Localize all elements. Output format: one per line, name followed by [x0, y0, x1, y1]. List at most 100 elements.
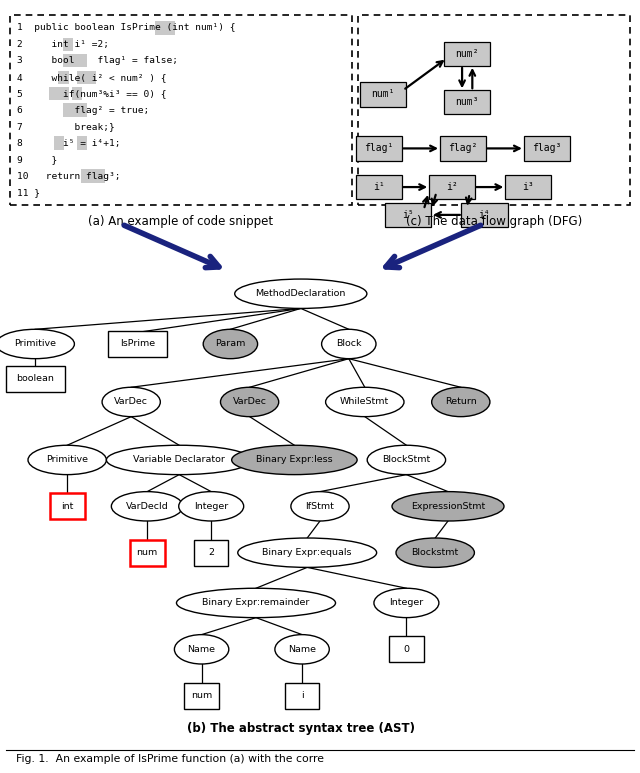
Text: flag²: flag² [448, 144, 477, 153]
Text: Variable Declarator: Variable Declarator [133, 455, 225, 465]
Text: Integer: Integer [389, 598, 424, 608]
Text: num²: num² [456, 49, 479, 59]
Text: i: i [301, 691, 303, 700]
Text: 3     bool    flag¹ = false;: 3 bool flag¹ = false; [17, 56, 179, 65]
Text: 2     int i¹ =2;: 2 int i¹ =2; [17, 39, 109, 49]
FancyBboxPatch shape [356, 175, 402, 199]
FancyBboxPatch shape [6, 366, 65, 392]
Ellipse shape [174, 635, 229, 664]
Ellipse shape [238, 538, 376, 567]
Text: boolean: boolean [16, 374, 54, 383]
FancyBboxPatch shape [184, 683, 219, 709]
Text: Block: Block [336, 339, 362, 349]
Ellipse shape [392, 492, 504, 521]
Text: i³: i³ [522, 182, 534, 192]
Text: Primitive: Primitive [14, 339, 56, 349]
Text: Binary Expr:remainder: Binary Expr:remainder [202, 598, 310, 608]
Text: Name: Name [288, 645, 316, 654]
Ellipse shape [220, 387, 279, 417]
Text: 0: 0 [403, 645, 410, 654]
FancyBboxPatch shape [194, 540, 228, 566]
Text: int: int [61, 502, 74, 511]
Text: Binary Expr:less: Binary Expr:less [256, 455, 333, 465]
FancyBboxPatch shape [360, 82, 406, 107]
FancyBboxPatch shape [461, 203, 508, 227]
Text: 9     }: 9 } [17, 155, 58, 164]
Text: WhileStmt: WhileStmt [340, 397, 389, 407]
FancyBboxPatch shape [130, 540, 164, 566]
FancyBboxPatch shape [429, 175, 475, 199]
Text: 1  public boolean IsPrime (int num¹) {: 1 public boolean IsPrime (int num¹) { [17, 23, 236, 32]
FancyBboxPatch shape [50, 493, 84, 519]
Text: 7         break;}: 7 break;} [17, 122, 115, 131]
Ellipse shape [326, 387, 404, 417]
FancyBboxPatch shape [63, 54, 87, 67]
Text: num¹: num¹ [371, 90, 394, 99]
Text: num: num [136, 548, 158, 557]
Text: (b) The abstract syntax tree (AST): (b) The abstract syntax tree (AST) [187, 722, 415, 734]
Text: MethodDeclaration: MethodDeclaration [255, 289, 346, 298]
Text: IfStmt: IfStmt [305, 502, 335, 511]
FancyBboxPatch shape [77, 136, 87, 150]
Ellipse shape [431, 387, 490, 417]
Ellipse shape [396, 538, 474, 567]
Text: 8       i⁵ = i⁴+1;: 8 i⁵ = i⁴+1; [17, 138, 121, 148]
FancyBboxPatch shape [63, 38, 73, 51]
Text: flag³: flag³ [532, 144, 561, 153]
Text: 11 }: 11 } [17, 188, 40, 197]
Ellipse shape [374, 588, 439, 618]
FancyBboxPatch shape [505, 175, 551, 199]
FancyBboxPatch shape [389, 636, 424, 662]
FancyBboxPatch shape [63, 104, 87, 117]
Ellipse shape [235, 279, 367, 308]
Ellipse shape [28, 445, 106, 475]
Text: num³: num³ [456, 97, 479, 107]
Text: 4     while( i² < num² ) {: 4 while( i² < num² ) { [17, 73, 167, 82]
Text: i²: i² [446, 182, 458, 192]
FancyBboxPatch shape [49, 87, 68, 100]
Text: Name: Name [188, 645, 216, 654]
Ellipse shape [232, 445, 357, 475]
FancyBboxPatch shape [77, 70, 96, 84]
Text: num: num [191, 691, 212, 700]
Text: Return: Return [445, 397, 477, 407]
Ellipse shape [106, 445, 252, 475]
Text: VarDec: VarDec [114, 397, 148, 407]
FancyBboxPatch shape [72, 87, 83, 100]
FancyBboxPatch shape [10, 15, 352, 205]
Ellipse shape [177, 588, 335, 618]
Text: Primitive: Primitive [46, 455, 88, 465]
FancyBboxPatch shape [444, 90, 490, 114]
Text: 2: 2 [208, 548, 214, 557]
Ellipse shape [275, 635, 329, 664]
Ellipse shape [179, 492, 244, 521]
FancyBboxPatch shape [54, 136, 64, 150]
Text: Param: Param [215, 339, 246, 349]
Text: Binary Expr:equals: Binary Expr:equals [262, 548, 352, 557]
Text: flag¹: flag¹ [364, 144, 394, 153]
FancyBboxPatch shape [81, 169, 106, 182]
FancyBboxPatch shape [444, 42, 490, 66]
Text: VarDec: VarDec [232, 397, 267, 407]
Ellipse shape [0, 329, 74, 359]
FancyBboxPatch shape [358, 15, 630, 205]
Ellipse shape [111, 492, 183, 521]
Text: i⁵: i⁵ [403, 210, 414, 220]
FancyBboxPatch shape [285, 683, 319, 709]
Text: i⁴: i⁴ [479, 210, 490, 220]
FancyBboxPatch shape [108, 331, 167, 357]
Ellipse shape [204, 329, 257, 359]
FancyBboxPatch shape [58, 70, 68, 84]
FancyBboxPatch shape [524, 136, 570, 161]
FancyBboxPatch shape [440, 136, 486, 161]
Text: 6         flag² = true;: 6 flag² = true; [17, 106, 150, 114]
Text: Integer: Integer [194, 502, 228, 511]
Text: (a) An example of code snippet: (a) An example of code snippet [88, 215, 273, 228]
Text: Fig. 1.  An example of IsPrime function (a) with the corre: Fig. 1. An example of IsPrime function (… [16, 754, 324, 764]
Ellipse shape [102, 387, 160, 417]
Ellipse shape [322, 329, 376, 359]
Text: 5       if(num³%i³ == 0) {: 5 if(num³%i³ == 0) { [17, 89, 167, 98]
Text: 10   return flag³;: 10 return flag³; [17, 172, 121, 181]
Text: IsPrime: IsPrime [120, 339, 155, 349]
Text: ExpressionStmt: ExpressionStmt [411, 502, 485, 511]
